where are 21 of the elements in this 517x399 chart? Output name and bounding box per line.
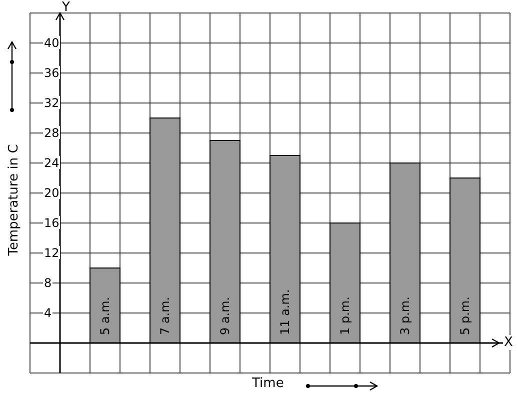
annotation: Y	[62, 0, 70, 15]
x-tick-label: 5 p.m.	[458, 296, 472, 335]
y-tick-label: 16	[44, 216, 60, 230]
x-tick-label: 1 p.m.	[338, 296, 352, 335]
x-tick-label: 11 a.m.	[278, 289, 292, 335]
x-axis-title: Time	[252, 376, 284, 391]
y-tick-label: 24	[44, 156, 60, 170]
annotation: X	[503, 335, 514, 350]
y-tick-label: 20	[44, 186, 60, 200]
y-axis-title: Temperature in C	[6, 144, 22, 256]
x-tick-label: 7 a.m.	[158, 296, 172, 335]
y-tick-label: 8	[44, 276, 52, 290]
x-tick-label: 3 p.m.	[398, 296, 412, 335]
y-tick-label: 28	[44, 126, 60, 140]
x-tick-label: 9 a.m.	[218, 296, 232, 335]
x-tick-label: 5 a.m.	[98, 296, 112, 335]
y-tick-label: 32	[44, 96, 60, 110]
y-tick-label: 40	[44, 36, 60, 50]
y-tick-label: 36	[44, 66, 60, 80]
y-tick-label: 12	[44, 246, 60, 260]
y-tick-label: 4	[44, 306, 52, 320]
